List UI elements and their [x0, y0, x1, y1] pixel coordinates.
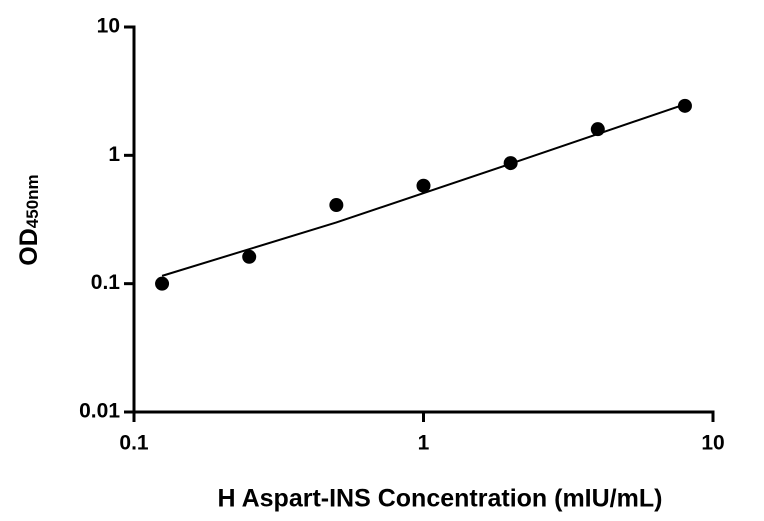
x-tick-label: 1 — [418, 432, 430, 455]
x-tick-label: 0.1 — [119, 432, 149, 455]
x-tick-label: 10 — [701, 432, 724, 455]
y-axis-label-sub: 450nm — [23, 174, 42, 228]
data-point — [155, 276, 170, 291]
data-point — [677, 98, 692, 113]
y-tick-label: 1 — [108, 143, 120, 166]
y-tick-label: 10 — [97, 15, 120, 38]
data-point — [329, 198, 344, 213]
y-tick-label: 0.01 — [79, 400, 120, 423]
data-point — [416, 178, 431, 193]
y-axis-label: OD450nm — [15, 174, 43, 265]
fit-line — [161, 103, 686, 277]
y-tick-label: 0.1 — [91, 271, 121, 294]
data-point — [242, 249, 257, 264]
y-axis-label-main: OD — [15, 228, 43, 266]
x-axis-label: H Aspart-INS Concentration (mIU/mL) — [218, 485, 663, 513]
